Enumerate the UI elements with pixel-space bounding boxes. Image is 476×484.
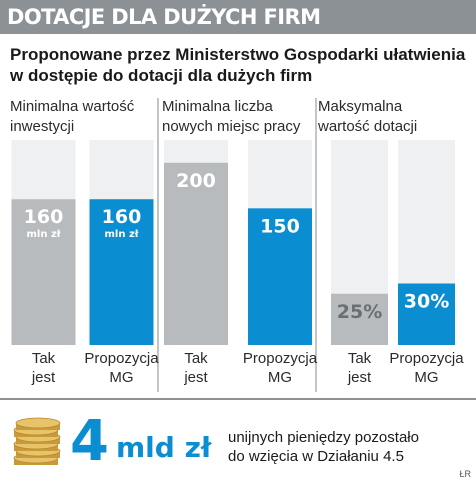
subtitle-line-2: w dostępie do dotacji dla dużych firm: [10, 66, 313, 85]
bar-current: [164, 162, 228, 345]
panel-title-line: Maksymalna: [318, 98, 403, 115]
category-label: jest: [31, 369, 56, 386]
data-label: 25%: [337, 301, 382, 323]
panel-title-line: wartość dotacji: [317, 118, 417, 135]
category-label: Propozycja: [389, 350, 464, 367]
author-credit: ŁR: [459, 469, 471, 479]
category-label: MG: [414, 369, 438, 386]
coin-face: [15, 417, 61, 429]
summary-note-line-1: unijnych pieniędzy pozostało: [228, 429, 419, 446]
bar-current: [331, 293, 388, 345]
data-unit-label: mln zł: [27, 229, 61, 240]
chart-subtitle: Proponowane przez Ministerstwo Gospodark…: [10, 44, 470, 86]
bar-current: [11, 199, 76, 345]
subtitle-line-1: Proponowane przez Ministerstwo Gospodark…: [10, 45, 466, 64]
category-label: jest: [347, 369, 372, 386]
data-label: 150: [260, 215, 300, 237]
data-label: 160: [102, 206, 142, 228]
category-label: Propozycja: [84, 350, 159, 367]
category-label: MG: [109, 369, 133, 386]
panel-title-line: nowych miejsc pracy: [162, 118, 301, 135]
category-label: Tak: [32, 350, 56, 367]
data-unit-label: mln zł: [105, 229, 139, 240]
data-label: 200: [176, 170, 216, 192]
bar-proposal: [89, 199, 154, 345]
bottom-divider: [0, 398, 476, 400]
bar-proposal: [398, 283, 455, 345]
header-banner: DOTACJE DLA DUŻYCH FIRM: [0, 0, 476, 34]
category-label: Propozycja: [243, 350, 318, 367]
coin-stack-icon: [13, 417, 61, 465]
data-label: 160: [24, 206, 64, 228]
summary-note-line-2: do wzięcia w Działaniu 4.5: [228, 448, 404, 465]
category-label: jest: [183, 369, 208, 386]
panel-title-line: Minimalna wartość: [10, 98, 135, 115]
category-label: Tak: [184, 350, 208, 367]
summary-number: 4: [70, 409, 109, 474]
panel-title-line: inwestycji: [10, 118, 74, 135]
category-label: Tak: [348, 350, 372, 367]
category-label: MG: [268, 369, 292, 386]
data-label: 30%: [404, 291, 449, 313]
panel-title-line: Minimalna liczba: [162, 98, 274, 115]
summary-unit: mld zł: [116, 431, 212, 464]
banner-title: DOTACJE DLA DUŻYCH FIRM: [7, 5, 321, 29]
bar-proposal: [248, 208, 312, 345]
summary-note: unijnych pieniędzy pozostało do wzięcia …: [228, 428, 419, 466]
